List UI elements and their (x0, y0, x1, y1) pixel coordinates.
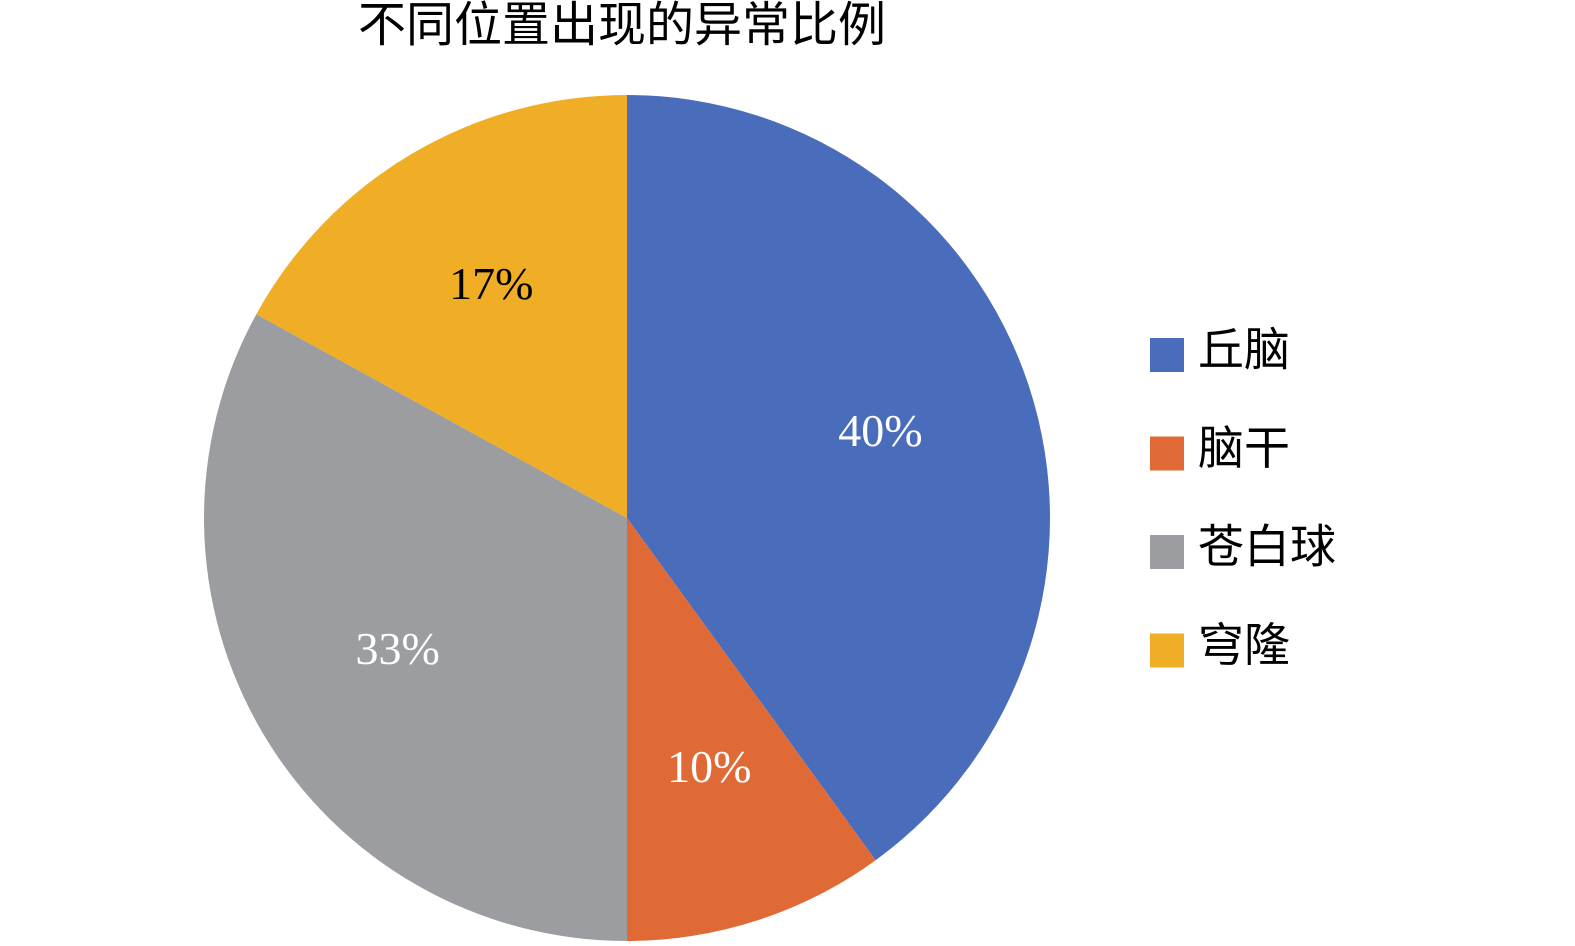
legend-label: 苍白球 (1198, 522, 1336, 573)
data-label: 17% (449, 258, 533, 309)
legend-label: 丘脑 (1198, 325, 1290, 376)
chart-title: 不同位置出现的异常比例 (358, 0, 886, 52)
pie-slice (627, 518, 876, 941)
legend-swatch (1150, 338, 1184, 372)
pie-slice (627, 95, 1050, 861)
data-label: 10% (667, 741, 751, 792)
legend-label: 脑干 (1198, 423, 1290, 474)
legend-swatch (1150, 436, 1184, 471)
pie-slice (203, 314, 627, 941)
pie-slice (256, 95, 627, 518)
legend-swatch (1150, 535, 1184, 569)
legend-label: 穹隆 (1198, 620, 1290, 671)
legend-swatch (1150, 633, 1184, 668)
data-label: 40% (838, 405, 922, 456)
data-label: 33% (355, 623, 439, 674)
